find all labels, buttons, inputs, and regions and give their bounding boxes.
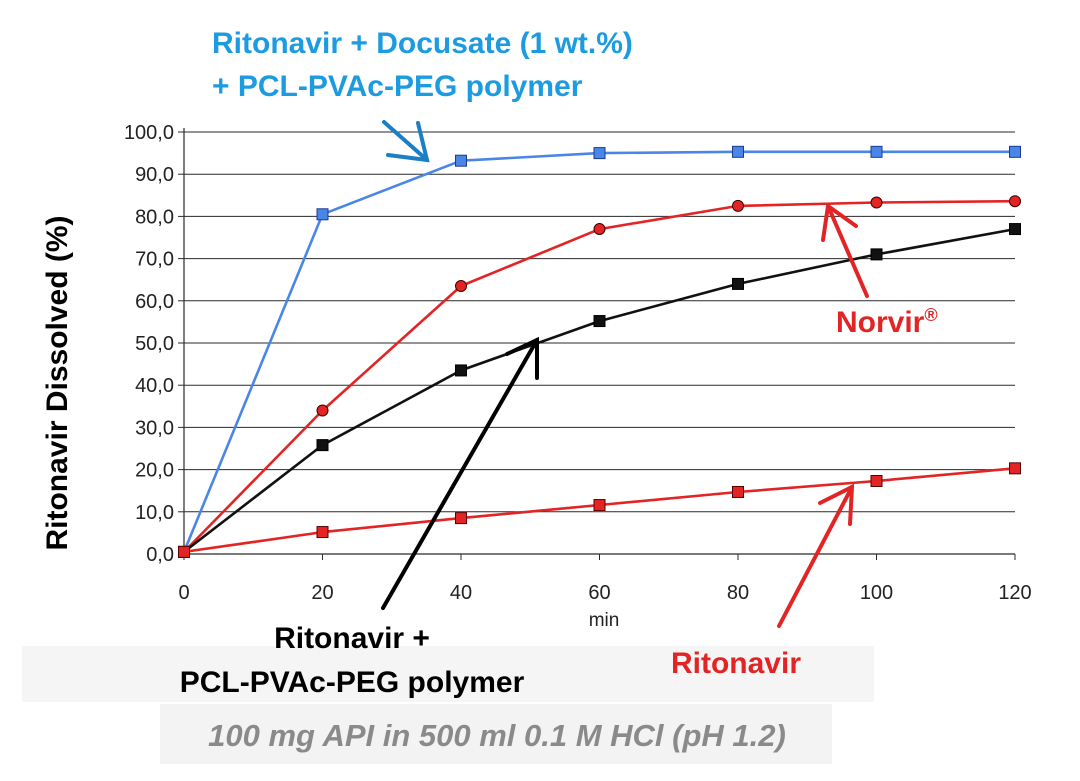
label-polymer-line2: PCL-PVAc-PEG polymer: [180, 666, 525, 699]
data-point: [316, 208, 329, 221]
y-tick-label: 80,0: [135, 206, 174, 228]
data-point: [316, 404, 329, 417]
y-tick-label: 50,0: [135, 333, 174, 355]
data-point: [732, 277, 744, 290]
series-1: [178, 145, 1021, 558]
y-tick-label: 0,0: [146, 544, 174, 566]
series-line: [182, 150, 1015, 553]
y-tick-label: 90,0: [135, 164, 174, 186]
data-point: [870, 196, 883, 209]
data-point: [870, 145, 883, 158]
x-tick-label: 40: [450, 582, 472, 604]
label-polymer-line1: Ritonavir +: [274, 622, 430, 655]
label-norvir-registered: ®: [924, 305, 937, 325]
label-norvir-text: Norvir: [836, 306, 925, 339]
axes: [178, 128, 1016, 560]
data-point: [1009, 223, 1021, 236]
x-tick-label: 0: [178, 582, 189, 604]
series-group: [178, 145, 1021, 558]
x-tick-label: 100: [860, 582, 893, 604]
x-tick-label: 80: [727, 582, 749, 604]
data-point: [593, 499, 606, 512]
data-point: [1009, 195, 1021, 208]
data-point: [732, 199, 744, 212]
data-point: [593, 147, 606, 160]
data-point: [455, 154, 467, 167]
data-point: [1009, 462, 1021, 475]
arrow-ritonavir: [777, 483, 855, 628]
y-tick-label: 100,0: [124, 122, 174, 144]
label-ritonavir: Ritonavir: [671, 647, 801, 680]
y-axis-label: Ritonavir Dissolved (%): [41, 215, 74, 550]
data-point: [732, 485, 744, 498]
data-point: [870, 474, 883, 487]
data-point: [316, 439, 329, 452]
y-tick-labels: 0,0 10,0 20,0 30,0 40,0 50,0 60,0 70,0 80,0 90,0 1…: [124, 122, 174, 566]
series-4: [178, 462, 1021, 558]
arrow-docusate: [382, 120, 430, 163]
label-docusate-line2: + PCL-PVAc-PEG polymer: [212, 70, 583, 103]
y-tick-label: 30,0: [135, 417, 174, 439]
data-point: [178, 545, 190, 558]
legend-panel-background: [22, 646, 874, 702]
data-point: [316, 526, 329, 539]
y-tick-label: 10,0: [135, 502, 174, 524]
data-point: [732, 145, 744, 158]
footnote-text: 100 mg API in 500 ml 0.1 M HCl (pH 1.2): [208, 718, 786, 753]
data-point: [455, 280, 467, 293]
data-point: [1009, 145, 1021, 158]
arrow-polymer: [381, 336, 539, 610]
data-point: [593, 315, 606, 328]
y-tick-label: 70,0: [135, 249, 174, 271]
x-tick-label: 20: [311, 582, 333, 604]
label-docusate-line1: Ritonavir + Docusate (1 wt.%): [212, 27, 633, 60]
y-tick-label: 20,0: [135, 460, 174, 482]
y-tick-label: 60,0: [135, 291, 174, 313]
x-axis-unit: min: [589, 610, 620, 631]
data-point: [455, 512, 467, 525]
x-tick-label: 120: [998, 582, 1031, 604]
data-point: [870, 248, 883, 261]
data-point: [593, 223, 606, 236]
data-point: [455, 364, 467, 377]
x-tick-label: 60: [588, 582, 610, 604]
arrow-norvir: [821, 202, 869, 298]
y-tick-label: 40,0: [135, 375, 174, 397]
x-tick-labels: 0 20 40 60 80 100 120: [178, 582, 1031, 604]
footnote-background: [160, 704, 832, 764]
label-norvir: Norvir®: [836, 305, 938, 339]
